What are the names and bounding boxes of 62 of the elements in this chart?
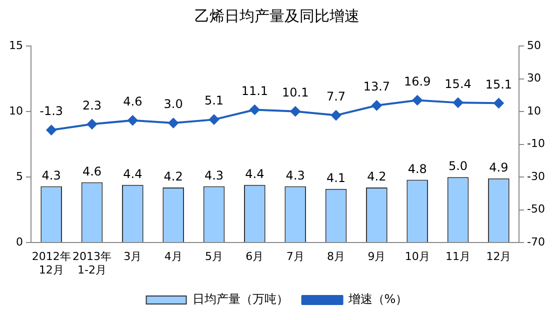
x-tick-label: 2013年 1-2月 [72, 250, 112, 276]
point [412, 95, 422, 106]
legend-label: 日均产量（万吨） [192, 292, 288, 306]
data-label: 16.9 [404, 74, 431, 88]
point [290, 106, 300, 116]
data-label: 4.8 [408, 162, 427, 176]
data-label: 11.1 [241, 84, 268, 98]
x-tick-label: 8月 [327, 250, 346, 264]
y2-tick-label: -70 [527, 235, 545, 248]
x-tick-label: 7月 [286, 250, 304, 264]
data-label: 4.3 [286, 168, 305, 182]
data-label: 4.6 [82, 164, 102, 178]
data-label: 5.1 [204, 94, 224, 108]
data-label: 15.1 [485, 77, 512, 92]
data-label: 4.1 [326, 170, 346, 185]
point [494, 98, 504, 108]
point [46, 125, 56, 136]
y2-tick-label: -50 [527, 202, 545, 216]
x-tick-label: 9月 [368, 250, 386, 264]
point [250, 104, 260, 115]
x-tick-label: 5月 [205, 250, 224, 264]
point [128, 115, 138, 126]
data-label: 15.4 [444, 76, 472, 91]
x-tick-label: 3月 [124, 250, 142, 264]
data-label: 7.7 [326, 89, 346, 104]
data-label: 4.4 [123, 167, 142, 182]
data-label: 3.0 [164, 97, 183, 112]
point [168, 118, 178, 128]
x-tick-label: 4月 [164, 250, 182, 264]
x-tick-label: 10月 [404, 250, 430, 264]
legend-label: 增速（%） [347, 292, 408, 306]
y-tick-label: 5 [16, 170, 23, 183]
data-label: 4.6 [123, 94, 142, 109]
y-tick-label: 10 [8, 104, 23, 118]
data-label: 4.9 [489, 160, 508, 174]
point [372, 100, 382, 110]
x-tick-label: 2012年 12月 [32, 250, 71, 276]
y-tick-label: 15 [8, 38, 23, 52]
x-tick-label: 11月 [446, 250, 471, 264]
y2-tick-label: -10 [527, 137, 545, 150]
data-label: 4.3 [204, 168, 224, 182]
chart-title: 乙烯日均产量及同比增速 [194, 6, 360, 25]
data-label: 10.1 [282, 85, 309, 100]
point [331, 110, 342, 120]
data-label: 4.4 [245, 167, 264, 182]
point [87, 119, 97, 130]
point [209, 114, 220, 125]
y2-tick-label: -30 [527, 170, 545, 183]
data-label: 2.3 [82, 98, 102, 112]
data-label: 4.2 [164, 170, 183, 184]
x-tick-label: 12月 [486, 250, 512, 264]
x-tick-label: 6月 [246, 250, 264, 264]
y2-tick-label: 50 [527, 38, 542, 52]
point [453, 98, 464, 108]
data-label: 4.2 [367, 170, 386, 184]
data-label: -1.3 [40, 104, 64, 118]
y-tick-label: 0 [16, 235, 23, 248]
y2-tick-label: 10 [527, 104, 542, 118]
data-label: 13.7 [363, 80, 390, 94]
data-label: 4.3 [42, 168, 61, 182]
y2-tick-label: 30 [527, 72, 542, 85]
data-label: 5.0 [448, 159, 468, 174]
